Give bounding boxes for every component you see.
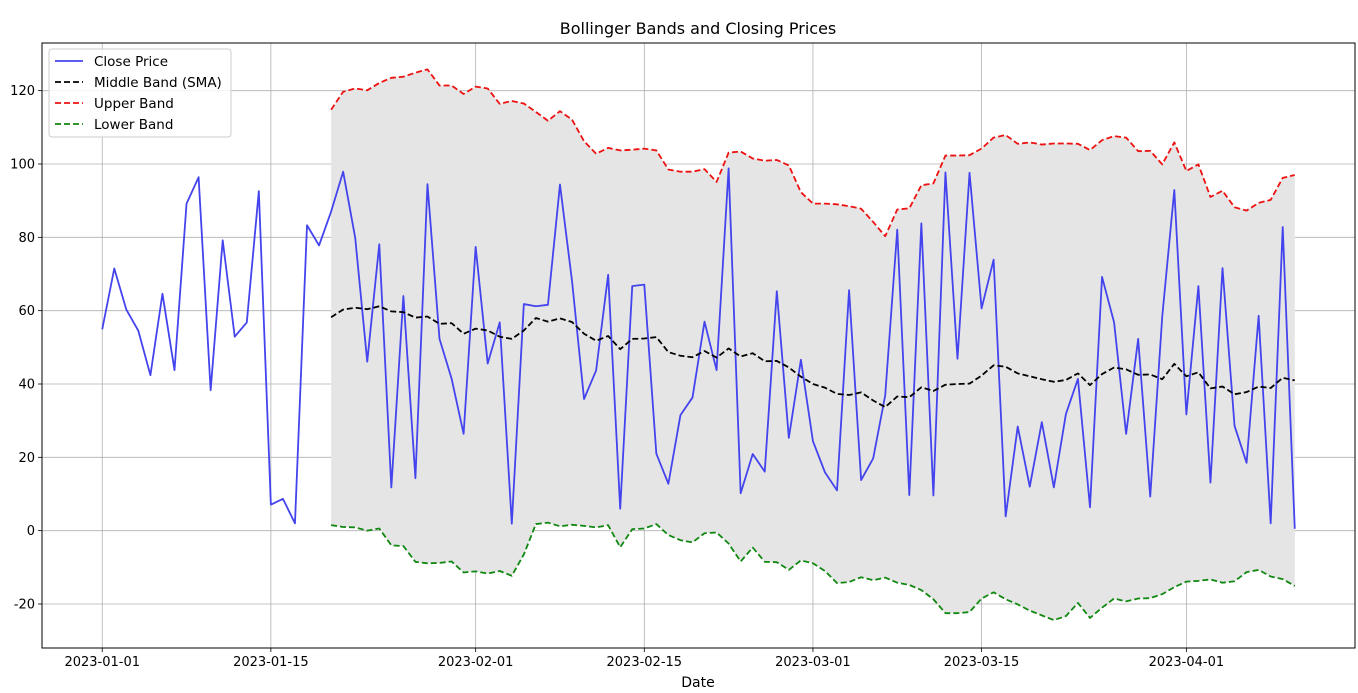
y-tick-label: 60	[18, 304, 35, 319]
x-axis-label: Date	[681, 675, 714, 691]
x-tick-label: 2023-02-01	[438, 655, 514, 670]
y-tick-label: 0	[27, 524, 35, 539]
y-axis-ticks: -20 0 20 40 60 80 100 120	[10, 84, 42, 613]
x-tick-label: 2023-03-01	[775, 655, 851, 670]
y-tick-label: 120	[10, 84, 35, 99]
x-axis-ticks: 2023-01-01 2023-01-15 2023-02-01 2023-02-15…	[64, 648, 1224, 670]
x-tick-label: 2023-03-15	[944, 655, 1020, 670]
upper-band-legend-label: Upper Band	[94, 96, 174, 112]
x-tick-label: 2023-04-01	[1149, 655, 1225, 670]
y-tick-label: 80	[18, 231, 35, 246]
upper-band-line	[330, 68, 1295, 238]
close-price-line	[101, 167, 1296, 529]
middle-band-sma-line	[330, 305, 1295, 408]
x-tick-label: 2023-02-15	[607, 655, 683, 670]
plot-frame	[41, 42, 1356, 649]
middle-band-sma-legend-label: Middle Band (SMA)	[94, 75, 222, 91]
lower-band-legend-label: Lower Band	[94, 117, 173, 133]
y-tick-label: 40	[18, 378, 35, 393]
legend-entries: Close Price Middle Band (SMA) Upper Band Lo…	[55, 54, 222, 133]
close-price-legend-label: Close Price	[94, 54, 168, 70]
x-tick-label: 2023-01-15	[233, 655, 309, 670]
y-tick-label: 20	[18, 451, 35, 466]
legend-box	[48, 48, 232, 138]
series-lines	[101, 68, 1296, 622]
legend: Close Price Middle Band (SMA) Upper Band Lo…	[48, 48, 232, 138]
lower-band-line	[330, 521, 1296, 622]
y-tick-label: 100	[10, 158, 35, 173]
x-tick-label: 2023-01-01	[64, 655, 140, 670]
y-tick-label: -20	[14, 598, 35, 613]
chart-title: Bollinger Bands and Closing Prices	[560, 19, 837, 38]
